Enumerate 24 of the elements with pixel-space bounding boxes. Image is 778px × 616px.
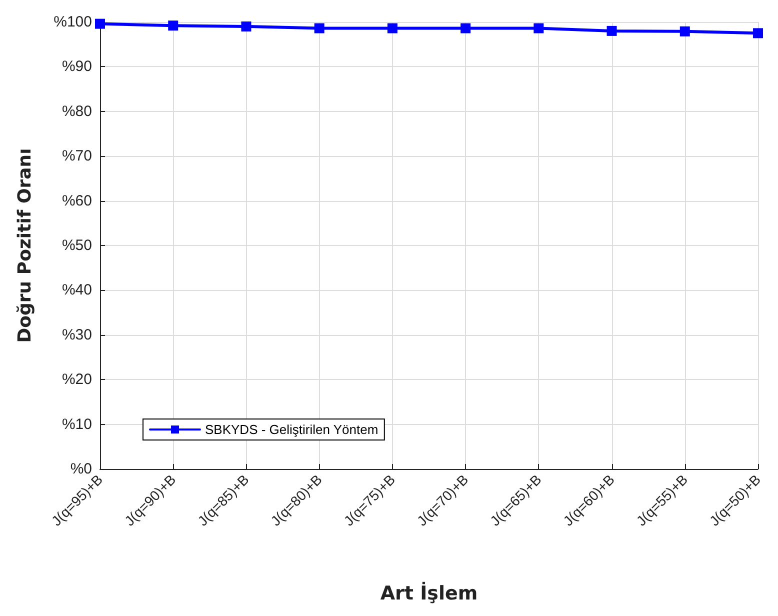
y-tick-label: %0 xyxy=(70,460,92,478)
y-tick-label: %50 xyxy=(62,237,92,254)
y-tick-label: %10 xyxy=(62,416,92,433)
x-axis-title: Art İşlem xyxy=(380,582,478,604)
legend-label: SBKYDS - Geliştirilen Yöntem xyxy=(205,422,378,437)
y-axis-title: Doğru Pozitif Oranı xyxy=(14,148,36,343)
y-tick-label: %70 xyxy=(62,148,92,165)
point xyxy=(241,21,252,32)
point xyxy=(387,23,398,34)
point xyxy=(314,23,324,34)
y-tick-label: %90 xyxy=(62,58,92,76)
point xyxy=(606,26,617,36)
point xyxy=(95,18,105,29)
point xyxy=(680,26,690,36)
point xyxy=(460,23,471,34)
y-tick-label: %40 xyxy=(62,282,92,299)
point xyxy=(534,23,544,34)
y-tick-label: %80 xyxy=(62,102,92,120)
y-tick-label: %20 xyxy=(62,371,92,388)
point xyxy=(168,20,178,31)
y-tick-label: %100 xyxy=(54,14,92,30)
point xyxy=(753,28,763,38)
y-tick-label: %30 xyxy=(62,326,92,344)
y-tick-label: %60 xyxy=(62,192,92,210)
